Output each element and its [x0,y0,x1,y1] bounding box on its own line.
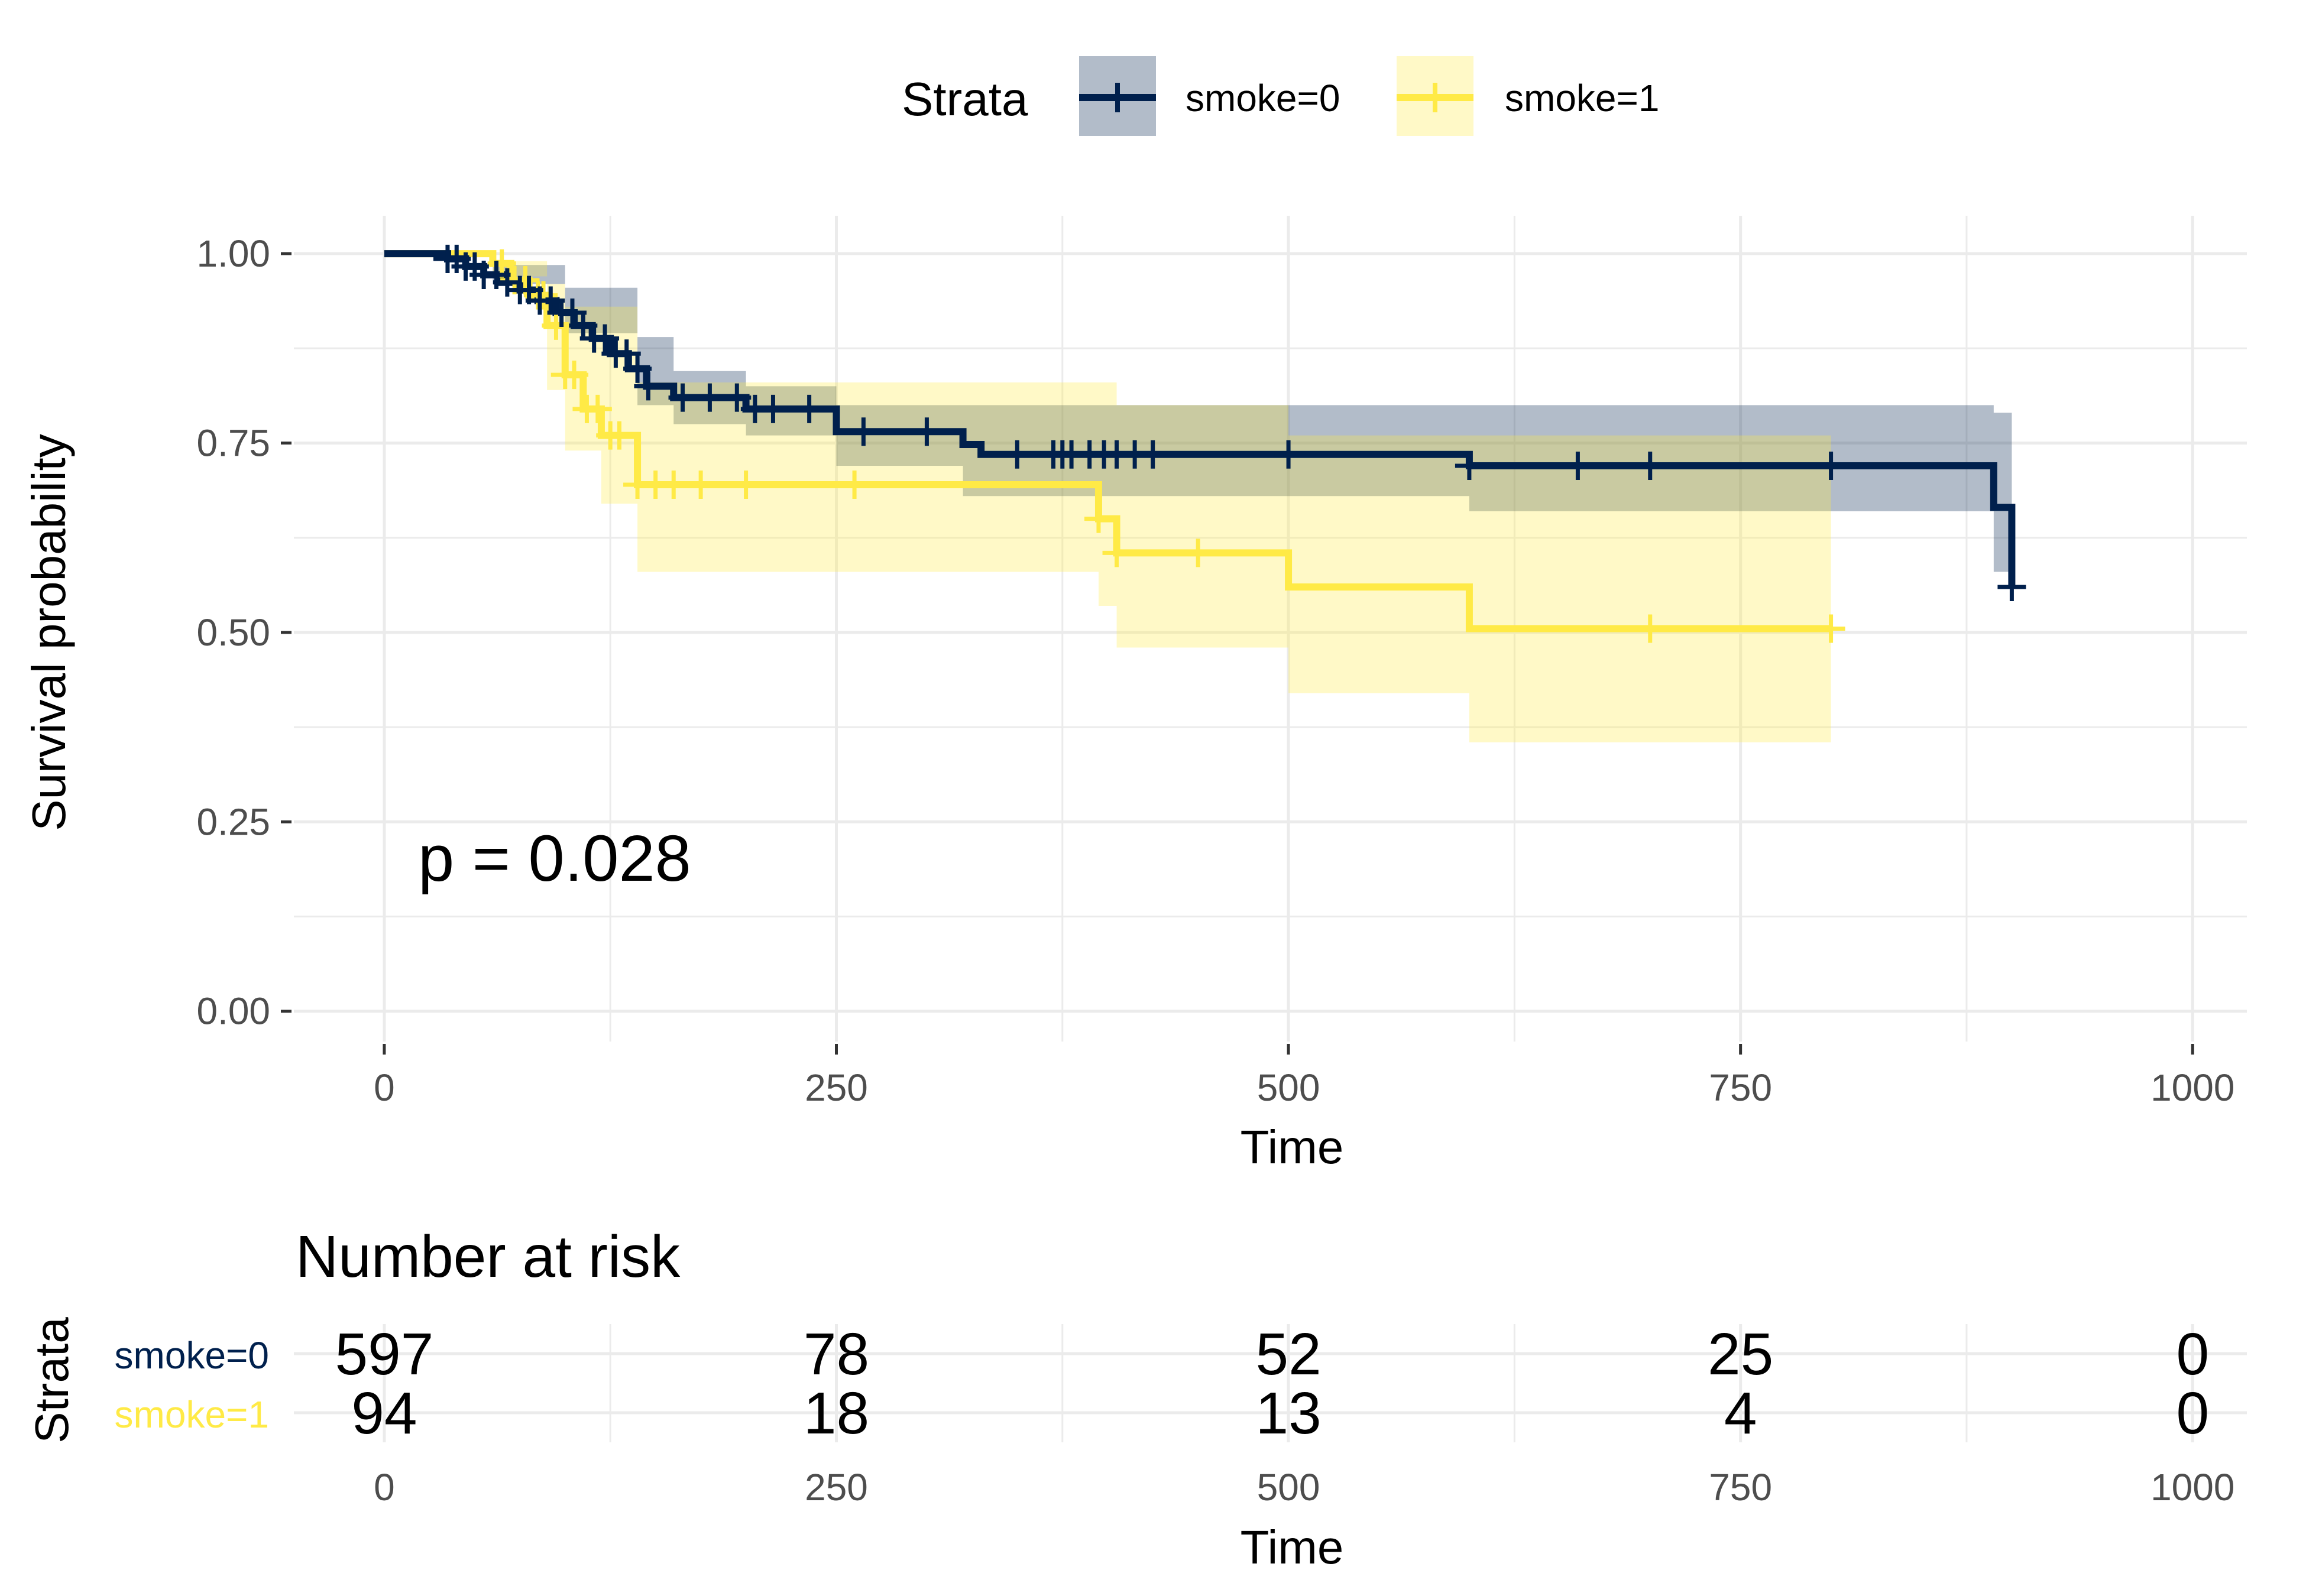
censor-mark-smoke0 [912,417,941,446]
censor-mark-smoke0 [1563,451,1592,480]
censor-mark-smoke0 [1003,440,1032,469]
risk-x-tick-label: 250 [805,1466,868,1509]
risk-cell-smoke0: 52 [1255,1321,1321,1387]
x-tick-label: 250 [805,1066,868,1109]
censor-mark-smoke0 [1816,451,1845,480]
risk-cell-smoke0: 0 [2176,1321,2209,1387]
censor-mark-smoke0 [1635,451,1664,480]
censor-mark-smoke0 [849,417,878,446]
risk-cell-smoke1: 13 [1255,1380,1321,1446]
risk-cell-smoke1: 4 [1724,1380,1757,1446]
censor-mark-smoke0 [634,372,663,401]
censor-mark-smoke0 [591,324,620,353]
censor-mark-smoke1 [659,470,688,499]
x-tick-label: 750 [1709,1066,1772,1109]
y-tick-label: 0.00 [196,990,270,1033]
risk-cell-smoke1: 0 [2176,1380,2209,1446]
risk-row-label-smoke1: smoke=1 [115,1393,269,1436]
censor-mark-smoke0 [1997,573,2026,602]
risk-x-tick-label: 1000 [2150,1466,2234,1509]
legend-label-smoke0: smoke=0 [1186,77,1340,119]
censor-mark-smoke1 [1084,504,1113,533]
censor-mark-smoke1 [731,470,760,499]
censor-mark-smoke0 [1455,451,1484,480]
y-tick-label: 0.75 [196,421,270,464]
plot-grid [294,216,2247,1042]
risk-x-tick-label: 0 [374,1466,395,1509]
risk-table-y-title: Strata [25,1317,78,1443]
legend: Strata smoke=0 smoke=1 [902,56,1659,136]
p-value-annotation: p = 0.028 [418,822,691,895]
ci-band-smoke0 [384,254,2012,572]
y-axis-title: Survival probability [22,434,75,831]
y-tick-label: 0.25 [196,800,270,843]
censor-mark-smoke1 [1184,539,1213,567]
censor-mark-smoke0 [723,383,752,412]
risk-cell-smoke0: 78 [804,1321,869,1387]
censor-mark-smoke0 [695,383,724,412]
risk-cell-smoke1: 18 [804,1380,869,1446]
risk-x-tick-label: 500 [1257,1466,1320,1509]
risk-cell-smoke0: 25 [1708,1321,1773,1387]
censor-mark-smoke1 [1816,614,1845,643]
x-axis-title: Time [1241,1121,1344,1173]
risk-table-title: Number at risk [296,1224,681,1290]
censor-mark-smoke0 [1138,440,1167,469]
y-tick-label: 1.00 [196,232,270,275]
censor-mark-smoke1 [1635,614,1664,643]
risk-table-x-title: Time [1241,1521,1344,1574]
y-axis: 0.00 0.25 0.50 0.75 1.00 [196,232,292,1033]
censor-mark-smoke1 [1102,539,1131,567]
censor-mark-smoke0 [612,339,641,368]
censor-mark-smoke0 [623,354,652,383]
risk-row-label-smoke0: smoke=0 [115,1334,269,1377]
risk-table-grid [294,1324,2247,1442]
risk-table-x-axis: 0 250 500 750 1000 [374,1466,2234,1509]
survival-plot: 0.00 0.25 0.50 0.75 1.00 0 250 500 750 1000 Surv… [22,216,2247,1173]
censor-marks [433,245,2026,643]
censor-mark-smoke1 [605,421,634,450]
risk-table-cells: 597 78 52 25 0 94 18 13 4 0 [335,1321,2209,1446]
censor-mark-smoke1 [840,470,869,499]
risk-x-tick-label: 750 [1709,1466,1772,1509]
legend-label-smoke1: smoke=1 [1505,77,1659,119]
censor-mark-smoke0 [1274,440,1303,469]
censor-mark-smoke1 [583,394,612,423]
x-tick-label: 500 [1257,1066,1320,1109]
censor-mark-smoke0 [759,394,788,423]
censor-mark-smoke0 [668,383,697,412]
risk-cell-smoke1: 94 [351,1380,417,1446]
censor-mark-smoke1 [686,470,715,499]
legend-title: Strata [902,73,1028,125]
censor-mark-smoke1 [529,281,558,310]
risk-table: Number at risk 597 78 52 25 094 18 13 4 0 smoke=… [25,1224,2247,1574]
censor-mark-smoke1 [560,361,589,390]
x-axis: 0 250 500 750 1000 [374,1044,2234,1109]
censor-mark-smoke1 [542,311,571,340]
x-tick-label: 0 [374,1066,395,1109]
censor-mark-smoke0 [795,394,824,423]
x-tick-label: 1000 [2150,1066,2234,1109]
y-tick-label: 0.50 [196,611,270,654]
risk-cell-smoke0: 597 [335,1321,433,1387]
